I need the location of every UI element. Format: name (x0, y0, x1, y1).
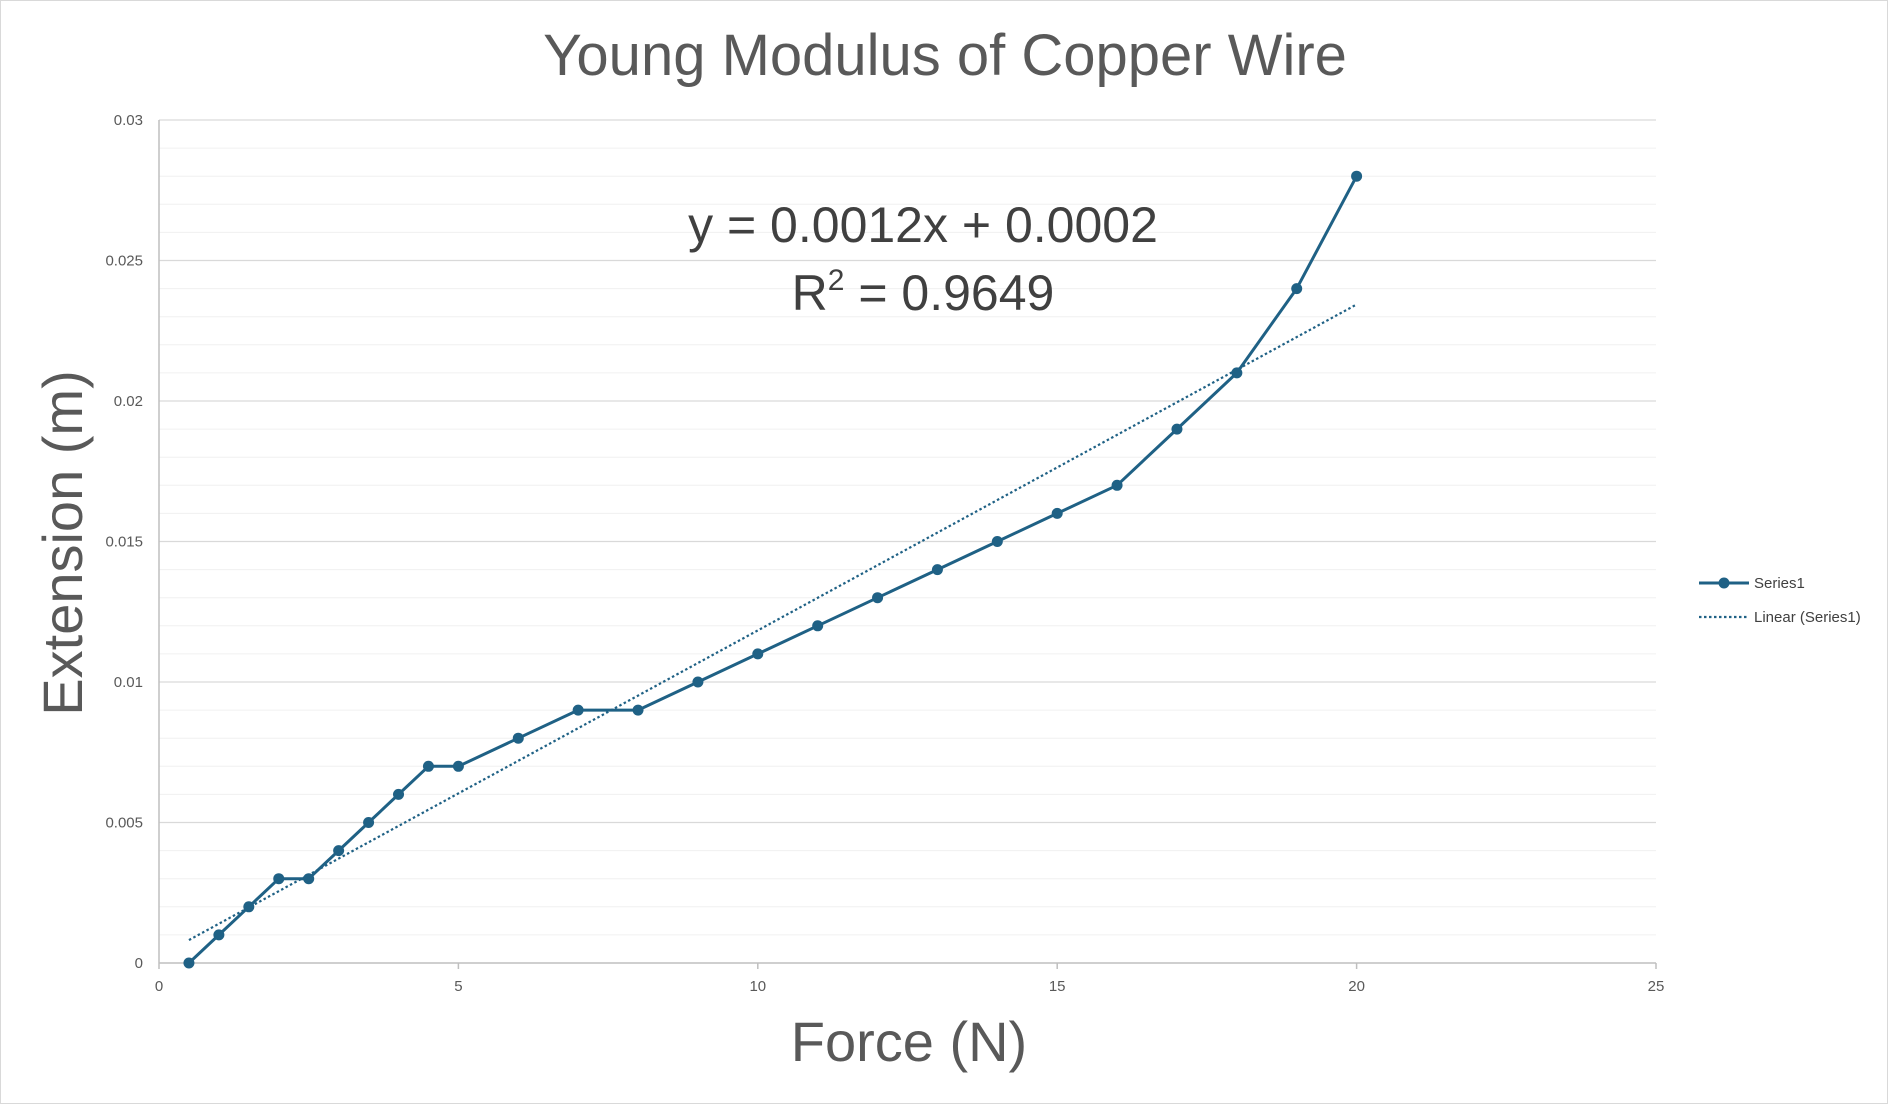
legend-series1-label: Series1 (1754, 575, 1805, 592)
x-axis-title: Force (N) (791, 1010, 1027, 1073)
legend-item-series1: Series1 (1699, 575, 1805, 592)
x-tick-label: 5 (454, 978, 462, 995)
r2-prefix: R (792, 265, 828, 321)
series1-point (752, 648, 764, 660)
y-axis-title: Extension (m) (31, 370, 94, 715)
series1-point (692, 676, 704, 688)
axes (158, 120, 1657, 969)
y-tick-label: 0.02 (114, 393, 143, 410)
series1-point (1051, 507, 1063, 519)
series1-point (632, 704, 644, 716)
series1-point (183, 957, 195, 969)
series1-point (243, 901, 255, 913)
series1-point (393, 788, 405, 800)
series1-point (1111, 479, 1123, 491)
series1-point (812, 620, 824, 632)
legend-linear-label: Linear (Series1) (1754, 609, 1861, 626)
y-tick-label: 0.03 (114, 112, 143, 129)
major-gridlines (159, 119, 1656, 824)
x-tick-label: 25 (1648, 978, 1665, 995)
legend-series1-marker (1718, 577, 1730, 589)
legend-item-linear: Linear (Series1) (1699, 609, 1861, 626)
series1-point (452, 760, 464, 772)
trendline-r-squared: R2 = 0.9649 (792, 264, 1055, 321)
minor-gridlines (159, 147, 1656, 936)
series1-point (422, 760, 434, 772)
series1-point (1351, 170, 1363, 182)
series1-point (363, 817, 375, 828)
y-tick-label: 0.005 (105, 815, 143, 832)
y-tick-labels: 0 0.005 0.01 0.015 0.02 0.025 0.03 (105, 112, 143, 972)
y-tick-label: 0.015 (105, 534, 143, 551)
series1-point (273, 873, 285, 885)
series1-point (1171, 423, 1183, 435)
x-tick-label: 15 (1049, 978, 1066, 995)
x-tick-label: 10 (749, 978, 766, 995)
series-group (183, 170, 1363, 969)
series1-point (1291, 283, 1303, 295)
series1-point (333, 845, 345, 857)
y-tick-label: 0.025 (105, 253, 143, 270)
x-tick-label: 20 (1348, 978, 1365, 995)
y-tick-label: 0 (135, 955, 143, 972)
y-tick-label: 0.01 (114, 674, 143, 691)
series1-point (872, 592, 884, 604)
chart-title: Young Modulus of Copper Wire (543, 23, 1347, 88)
trendline-linear (188, 303, 1358, 942)
trendline-equation: y = 0.0012x + 0.0002 (688, 197, 1158, 253)
r2-suffix: = 0.9649 (844, 265, 1054, 321)
series1-point (1231, 367, 1243, 379)
series1-point (512, 732, 524, 744)
series1-point (572, 704, 584, 716)
series1-point (931, 564, 943, 576)
legend: Series1 Linear (Series1) (1699, 575, 1861, 626)
x-tick-label: 0 (155, 978, 163, 995)
r2-exponent: 2 (828, 264, 845, 297)
series1-point (213, 929, 225, 941)
series1-point (991, 536, 1003, 547)
trendline-group (188, 303, 1358, 942)
series1-point (303, 873, 315, 885)
x-tick-labels: 0 5 10 15 20 25 (155, 978, 1665, 995)
